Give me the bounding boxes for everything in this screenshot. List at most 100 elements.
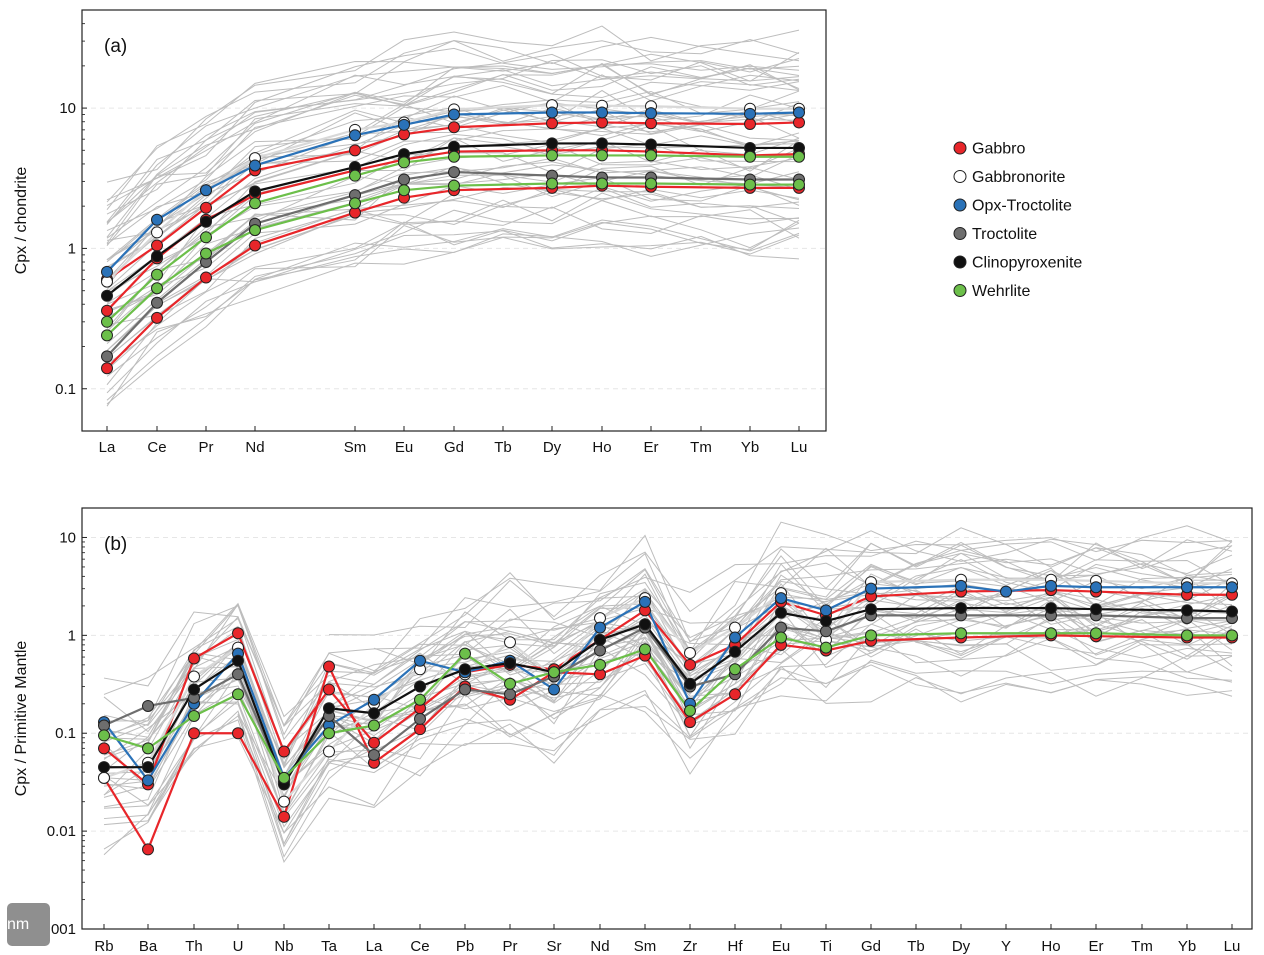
- y-axis-label: Cpx / Primitive Mantle: [13, 641, 30, 797]
- background-line: [103, 552, 1233, 755]
- x-tick-label: Tb: [907, 938, 925, 955]
- background-line: [106, 102, 800, 271]
- data-point: [729, 663, 741, 676]
- data-point: [448, 179, 460, 192]
- data-point: [249, 224, 261, 237]
- data-point: [546, 177, 558, 190]
- data-point: [504, 677, 516, 690]
- y-axis-label: Cpx / chondrite: [13, 167, 30, 275]
- data-point: [596, 106, 608, 119]
- data-point: [249, 185, 261, 198]
- y-tick-label: 0.1: [55, 725, 76, 742]
- data-point: [101, 362, 113, 375]
- legend-label: Clinopyroxenite: [972, 255, 1082, 272]
- data-point: [151, 311, 163, 324]
- data-point: [1181, 581, 1193, 594]
- data-point: [820, 625, 832, 638]
- data-point: [448, 140, 460, 153]
- data-point: [1226, 581, 1238, 594]
- data-point: [645, 138, 657, 151]
- data-point: [594, 644, 606, 657]
- background-line: [106, 200, 800, 386]
- background-line: [106, 53, 800, 223]
- x-tick-label: Ce: [410, 938, 429, 955]
- plot-frame: [81, 507, 1253, 930]
- data-point: [101, 350, 113, 363]
- background-line: [106, 167, 800, 344]
- data-point: [448, 150, 460, 163]
- data-point: [1045, 627, 1057, 640]
- data-point: [744, 107, 756, 120]
- data-point: [188, 683, 200, 696]
- background-line: [106, 36, 800, 210]
- data-point: [101, 265, 113, 278]
- data-point: [1045, 579, 1057, 592]
- chart-panel-a: 0.1 1 10 La Ce Pr Nd Sm Eu Gd Tb Dy Ho Er Tm Yb Lu (a) Cpx…: [13, 9, 827, 456]
- data-point: [729, 631, 741, 644]
- x-tick-label: Sr: [547, 938, 562, 955]
- plot-frame: [81, 9, 827, 432]
- background-line: [106, 172, 800, 332]
- data-point: [596, 116, 608, 129]
- x-tick-label: Ho: [592, 439, 611, 456]
- y-tick-label: 10: [59, 529, 76, 546]
- data-point: [448, 108, 460, 121]
- data-point: [793, 150, 805, 163]
- background-line: [103, 593, 1233, 814]
- data-point: [398, 184, 410, 197]
- background-line: [103, 593, 1233, 792]
- data-point: [200, 247, 212, 260]
- data-point: [398, 118, 410, 131]
- x-tick-label: Er: [644, 439, 659, 456]
- data-point: [459, 647, 471, 660]
- data-point: [865, 629, 877, 642]
- data-point: [955, 579, 967, 592]
- data-point: [793, 116, 805, 129]
- legend-marker: [953, 255, 967, 269]
- data-point: [98, 719, 110, 732]
- x-tick-label: Ti: [820, 938, 832, 955]
- data-point: [142, 742, 154, 755]
- x-tick-label: Ta: [321, 938, 338, 955]
- data-point: [820, 615, 832, 628]
- data-point: [142, 843, 154, 856]
- data-point: [151, 239, 163, 252]
- data-point: [323, 660, 335, 673]
- legend-label: Gabbro: [972, 141, 1025, 158]
- background-line: [106, 59, 800, 238]
- legend: Gabbro Gabbronorite Opx-Troctolite Troctoli…: [953, 141, 1082, 300]
- data-point: [548, 683, 560, 696]
- corner-badge[interactable]: nm: [7, 903, 50, 946]
- data-point: [775, 606, 787, 619]
- series-line: [106, 170, 799, 358]
- x-tick-label: Ce: [147, 439, 166, 456]
- data-point: [151, 213, 163, 226]
- y-tick-label: 1: [68, 627, 76, 644]
- series-line: [106, 121, 800, 281]
- data-point: [151, 296, 163, 309]
- data-point: [151, 226, 163, 239]
- x-tick-label: Sm: [634, 938, 657, 955]
- background-line: [106, 64, 800, 215]
- data-point: [368, 693, 380, 706]
- background-line: [106, 165, 800, 311]
- x-tick-label: Pr: [199, 439, 214, 456]
- legend-marker: [953, 284, 967, 297]
- x-tick-label: Nd: [590, 938, 609, 955]
- data-point: [645, 117, 657, 130]
- background-line: [103, 659, 1233, 856]
- data-point: [596, 177, 608, 190]
- data-point: [955, 602, 967, 615]
- background-line: [106, 192, 800, 356]
- data-point: [414, 723, 426, 736]
- data-point: [414, 654, 426, 667]
- series-line: [106, 154, 799, 323]
- data-point: [349, 169, 361, 182]
- data-point: [200, 184, 212, 197]
- data-point: [98, 771, 110, 784]
- x-tick-label: Dy: [543, 439, 562, 456]
- data-point: [448, 166, 460, 179]
- background-line: [106, 64, 800, 207]
